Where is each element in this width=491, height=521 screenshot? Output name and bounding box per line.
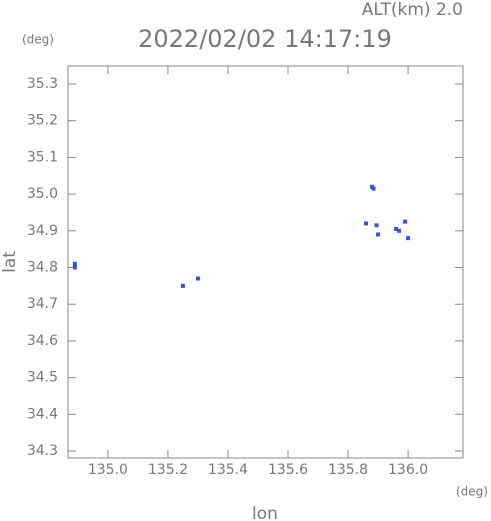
- point: [403, 219, 408, 224]
- y-tick-label: 34.9: [27, 223, 58, 239]
- y-tick-label: 35.3: [27, 76, 58, 92]
- plot-frame: [67, 65, 464, 459]
- y-unit: (deg): [22, 33, 54, 47]
- x-tick-label: 135.4: [208, 462, 248, 478]
- altitude-label: ALT(km) 2.0: [362, 0, 463, 20]
- point: [180, 283, 185, 288]
- x-tick-label: 135.8: [328, 462, 368, 478]
- point: [397, 228, 402, 233]
- x-tick-label: 135.6: [268, 462, 308, 478]
- x-axis-label: lon: [252, 504, 278, 521]
- y-tick-label: 35.2: [27, 113, 58, 129]
- point: [376, 232, 381, 237]
- y-tick-label: 35.1: [27, 149, 58, 165]
- y-tick-label: 34.4: [27, 406, 58, 422]
- y-tick-label: 34.3: [27, 443, 58, 459]
- point: [371, 186, 376, 191]
- point: [195, 276, 200, 281]
- x-tick-label: 136.0: [388, 462, 428, 478]
- y-axis-label: lat: [0, 251, 20, 273]
- y-tick-label: 34.8: [27, 260, 58, 276]
- point: [72, 261, 77, 266]
- x-tick-label: 135.2: [148, 462, 188, 478]
- chart-title: 2022/02/02 14:17:19: [138, 25, 392, 53]
- point: [406, 236, 411, 241]
- point: [394, 226, 399, 231]
- y-tick-label: 35.0: [27, 186, 58, 202]
- y-tick-label: 34.7: [27, 296, 58, 312]
- x-tick-label: 135.0: [88, 462, 128, 478]
- y-tick-label: 34.5: [27, 370, 58, 386]
- point: [364, 221, 369, 226]
- x-unit: (deg): [456, 485, 488, 499]
- y-tick-label: 34.6: [27, 333, 58, 349]
- point: [374, 223, 379, 228]
- point: [72, 265, 77, 270]
